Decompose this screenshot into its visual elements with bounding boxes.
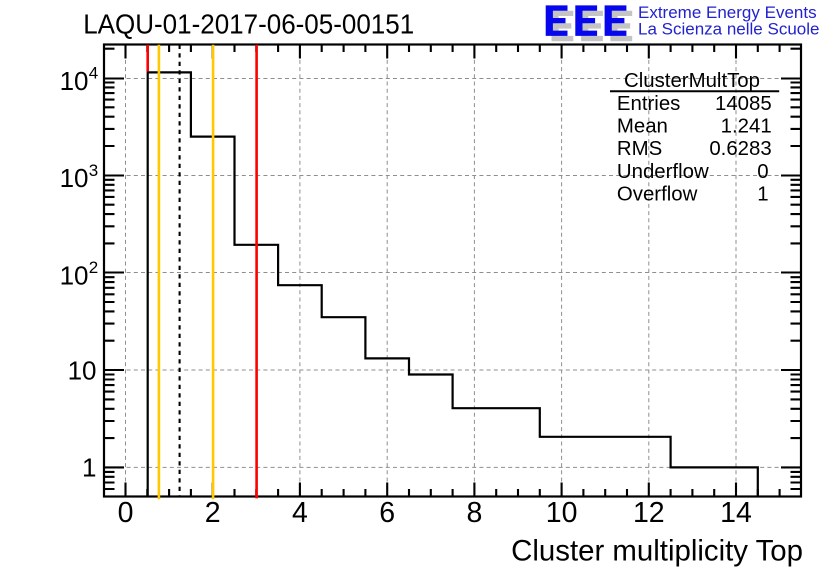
svg-text:14085: 14085 [715, 93, 772, 115]
svg-text:1: 1 [757, 184, 768, 206]
svg-text:10: 10 [546, 497, 578, 529]
svg-text:0: 0 [757, 161, 768, 183]
svg-text:Underflow: Underflow [617, 161, 709, 183]
svg-text:RMS: RMS [617, 138, 662, 160]
svg-text:Mean: Mean [617, 116, 668, 138]
svg-text:2: 2 [89, 258, 98, 277]
svg-text:Extreme Energy Events: Extreme Energy Events [638, 3, 817, 22]
svg-text:4: 4 [89, 64, 98, 83]
svg-text:4: 4 [292, 497, 308, 529]
svg-text:12: 12 [633, 497, 665, 529]
svg-text:10: 10 [60, 163, 89, 193]
svg-text:0.6283: 0.6283 [709, 138, 771, 160]
svg-text:10: 10 [60, 66, 89, 96]
svg-text:6: 6 [379, 497, 395, 529]
svg-text:LAQU-01-2017-06-05-00151: LAQU-01-2017-06-05-00151 [83, 9, 414, 40]
svg-text:La Scienza nelle Scuole: La Scienza nelle Scuole [638, 20, 819, 39]
svg-text:1.241: 1.241 [721, 116, 772, 138]
svg-text:1: 1 [82, 452, 96, 482]
svg-text:3: 3 [89, 161, 98, 180]
svg-text:14: 14 [720, 497, 752, 529]
svg-text:0: 0 [118, 497, 134, 529]
svg-text:10: 10 [68, 355, 97, 385]
svg-text:Entries: Entries [617, 93, 680, 115]
svg-text:2: 2 [205, 497, 221, 529]
svg-text:8: 8 [466, 497, 482, 529]
svg-text:10: 10 [60, 260, 89, 290]
svg-text:Overflow: Overflow [617, 184, 698, 206]
svg-text:ClusterMultTop: ClusterMultTop [624, 70, 760, 92]
svg-text:Cluster multiplicity Top: Cluster multiplicity Top [511, 534, 803, 567]
